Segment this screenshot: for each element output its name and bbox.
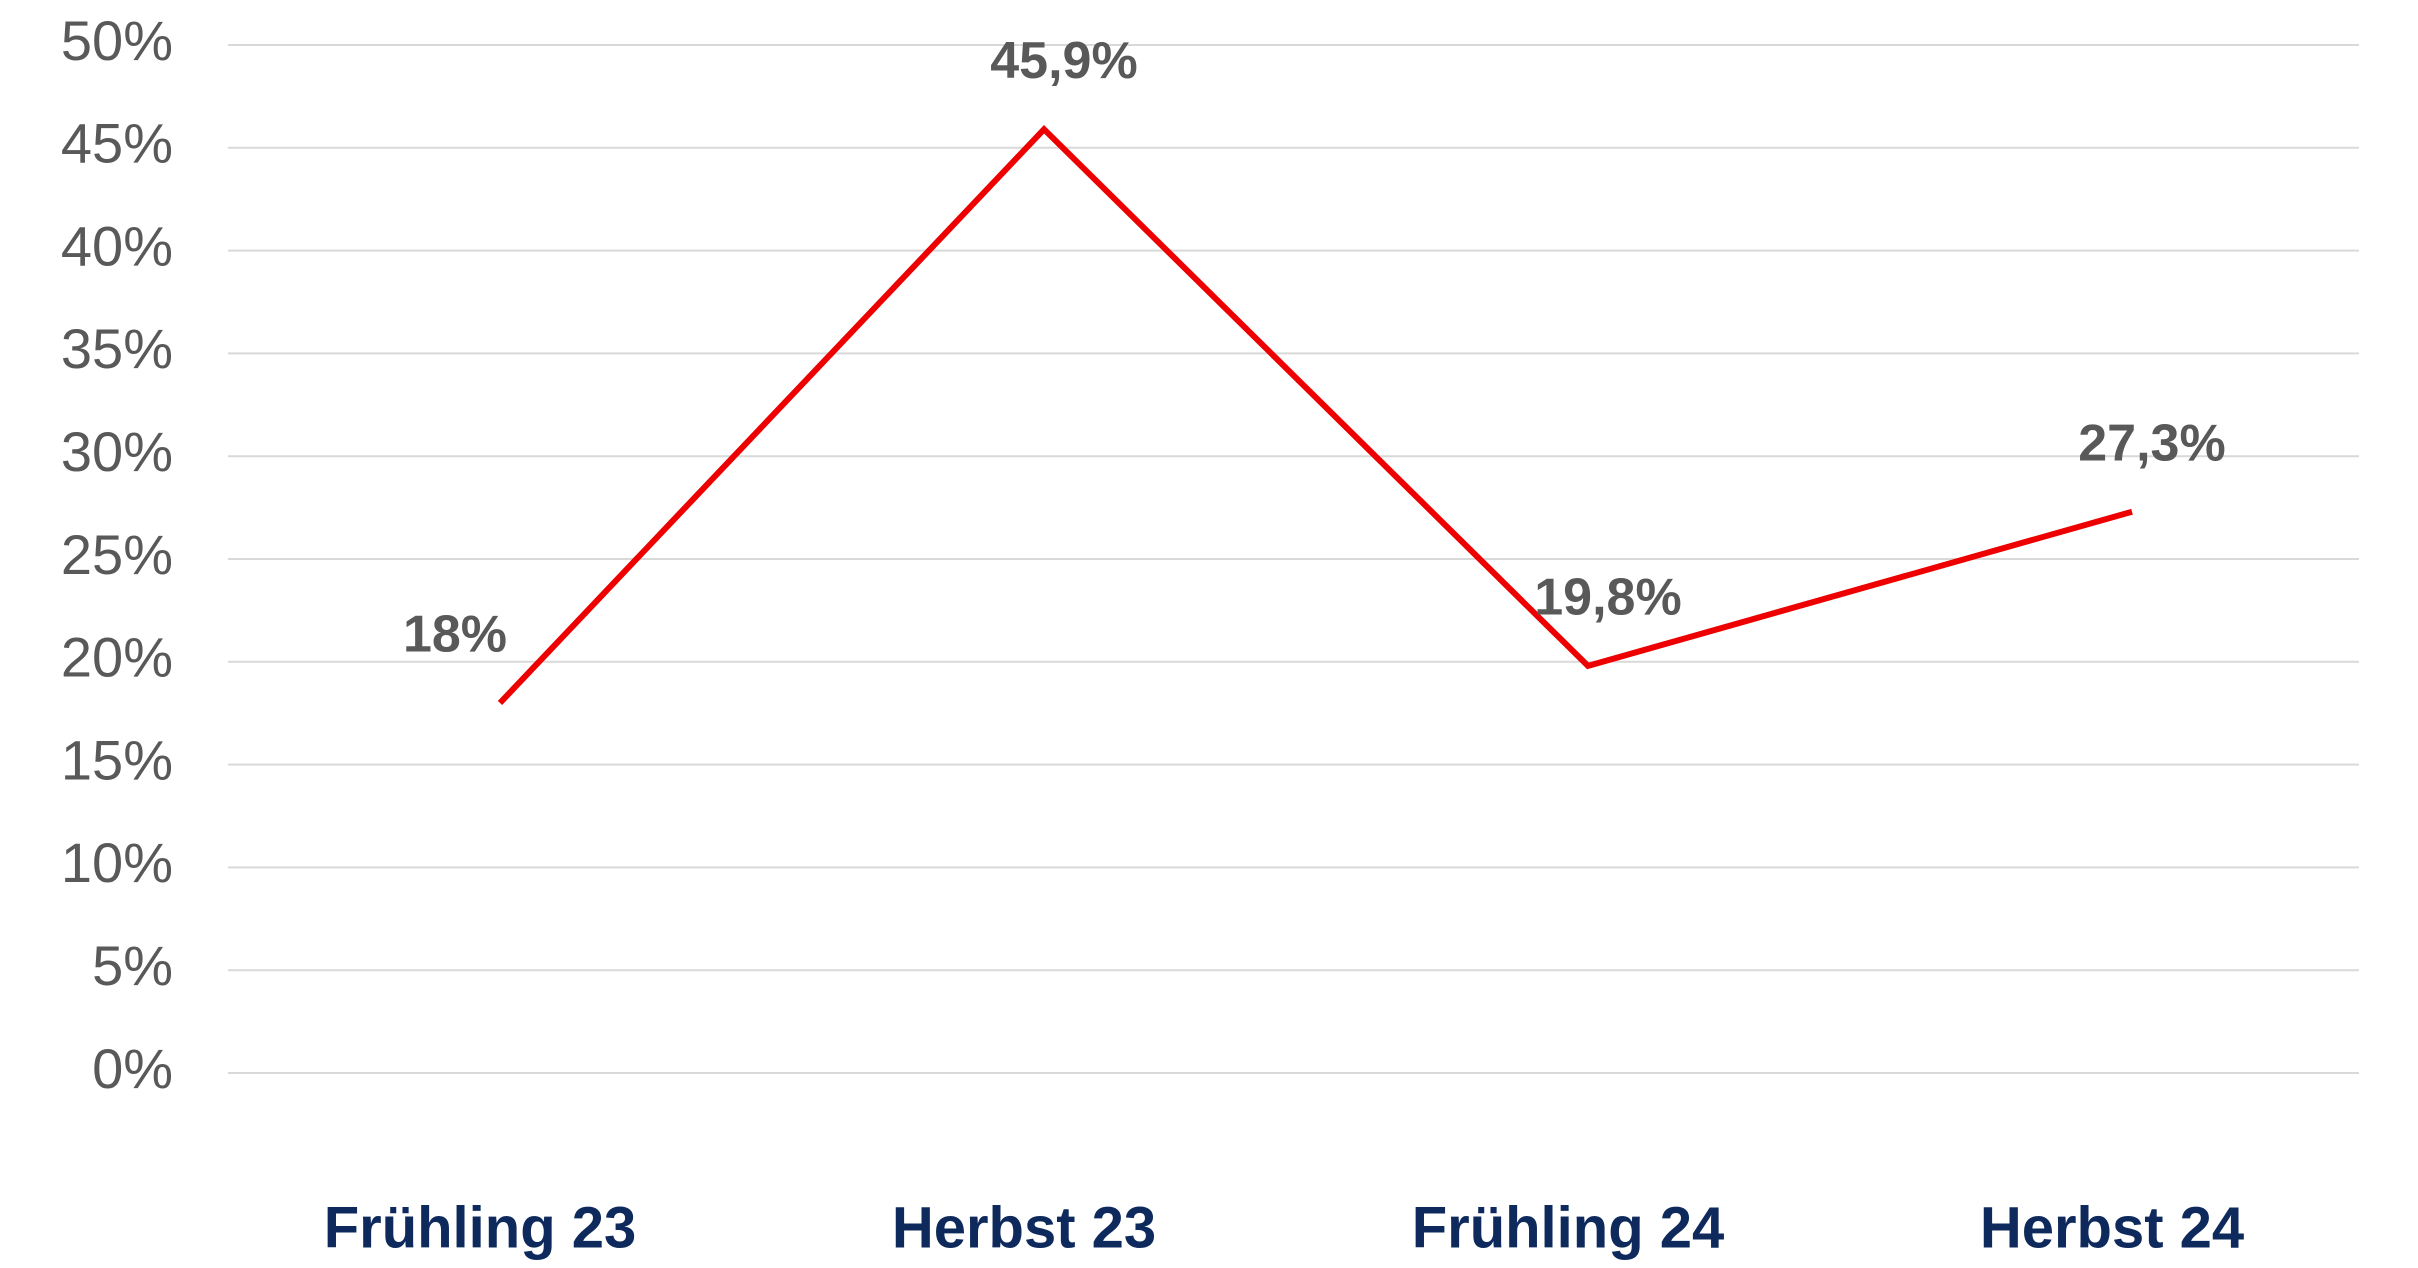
x-tick-label: Herbst 23 [892, 1195, 1156, 1260]
line [497, 125, 2133, 705]
y-tick-label: 30% [61, 420, 173, 483]
x-tick-label: Herbst 24 [1980, 1195, 2244, 1260]
data-label: 27,3% [2078, 414, 2225, 472]
y-tick-label: 0% [92, 1037, 173, 1100]
y-tick-label: 35% [61, 317, 173, 380]
y-tick-label: 40% [61, 214, 173, 277]
y-tick-label: 25% [61, 523, 173, 586]
y-tick-label: 10% [61, 831, 173, 894]
x-tick-label: Frühling 24 [1412, 1195, 1725, 1260]
y-tick-label: 50% [61, 9, 173, 72]
y-tick-label: 15% [61, 728, 173, 791]
x-tick-label: Frühling 23 [324, 1195, 637, 1260]
y-tick-label: 5% [92, 934, 173, 997]
data-label: 19,8% [1534, 569, 1681, 627]
data-label: 18% [403, 606, 507, 664]
data-label: 45,9% [990, 32, 1137, 90]
y-tick-label: 20% [61, 626, 173, 689]
y-tick-label: 45% [61, 112, 173, 175]
